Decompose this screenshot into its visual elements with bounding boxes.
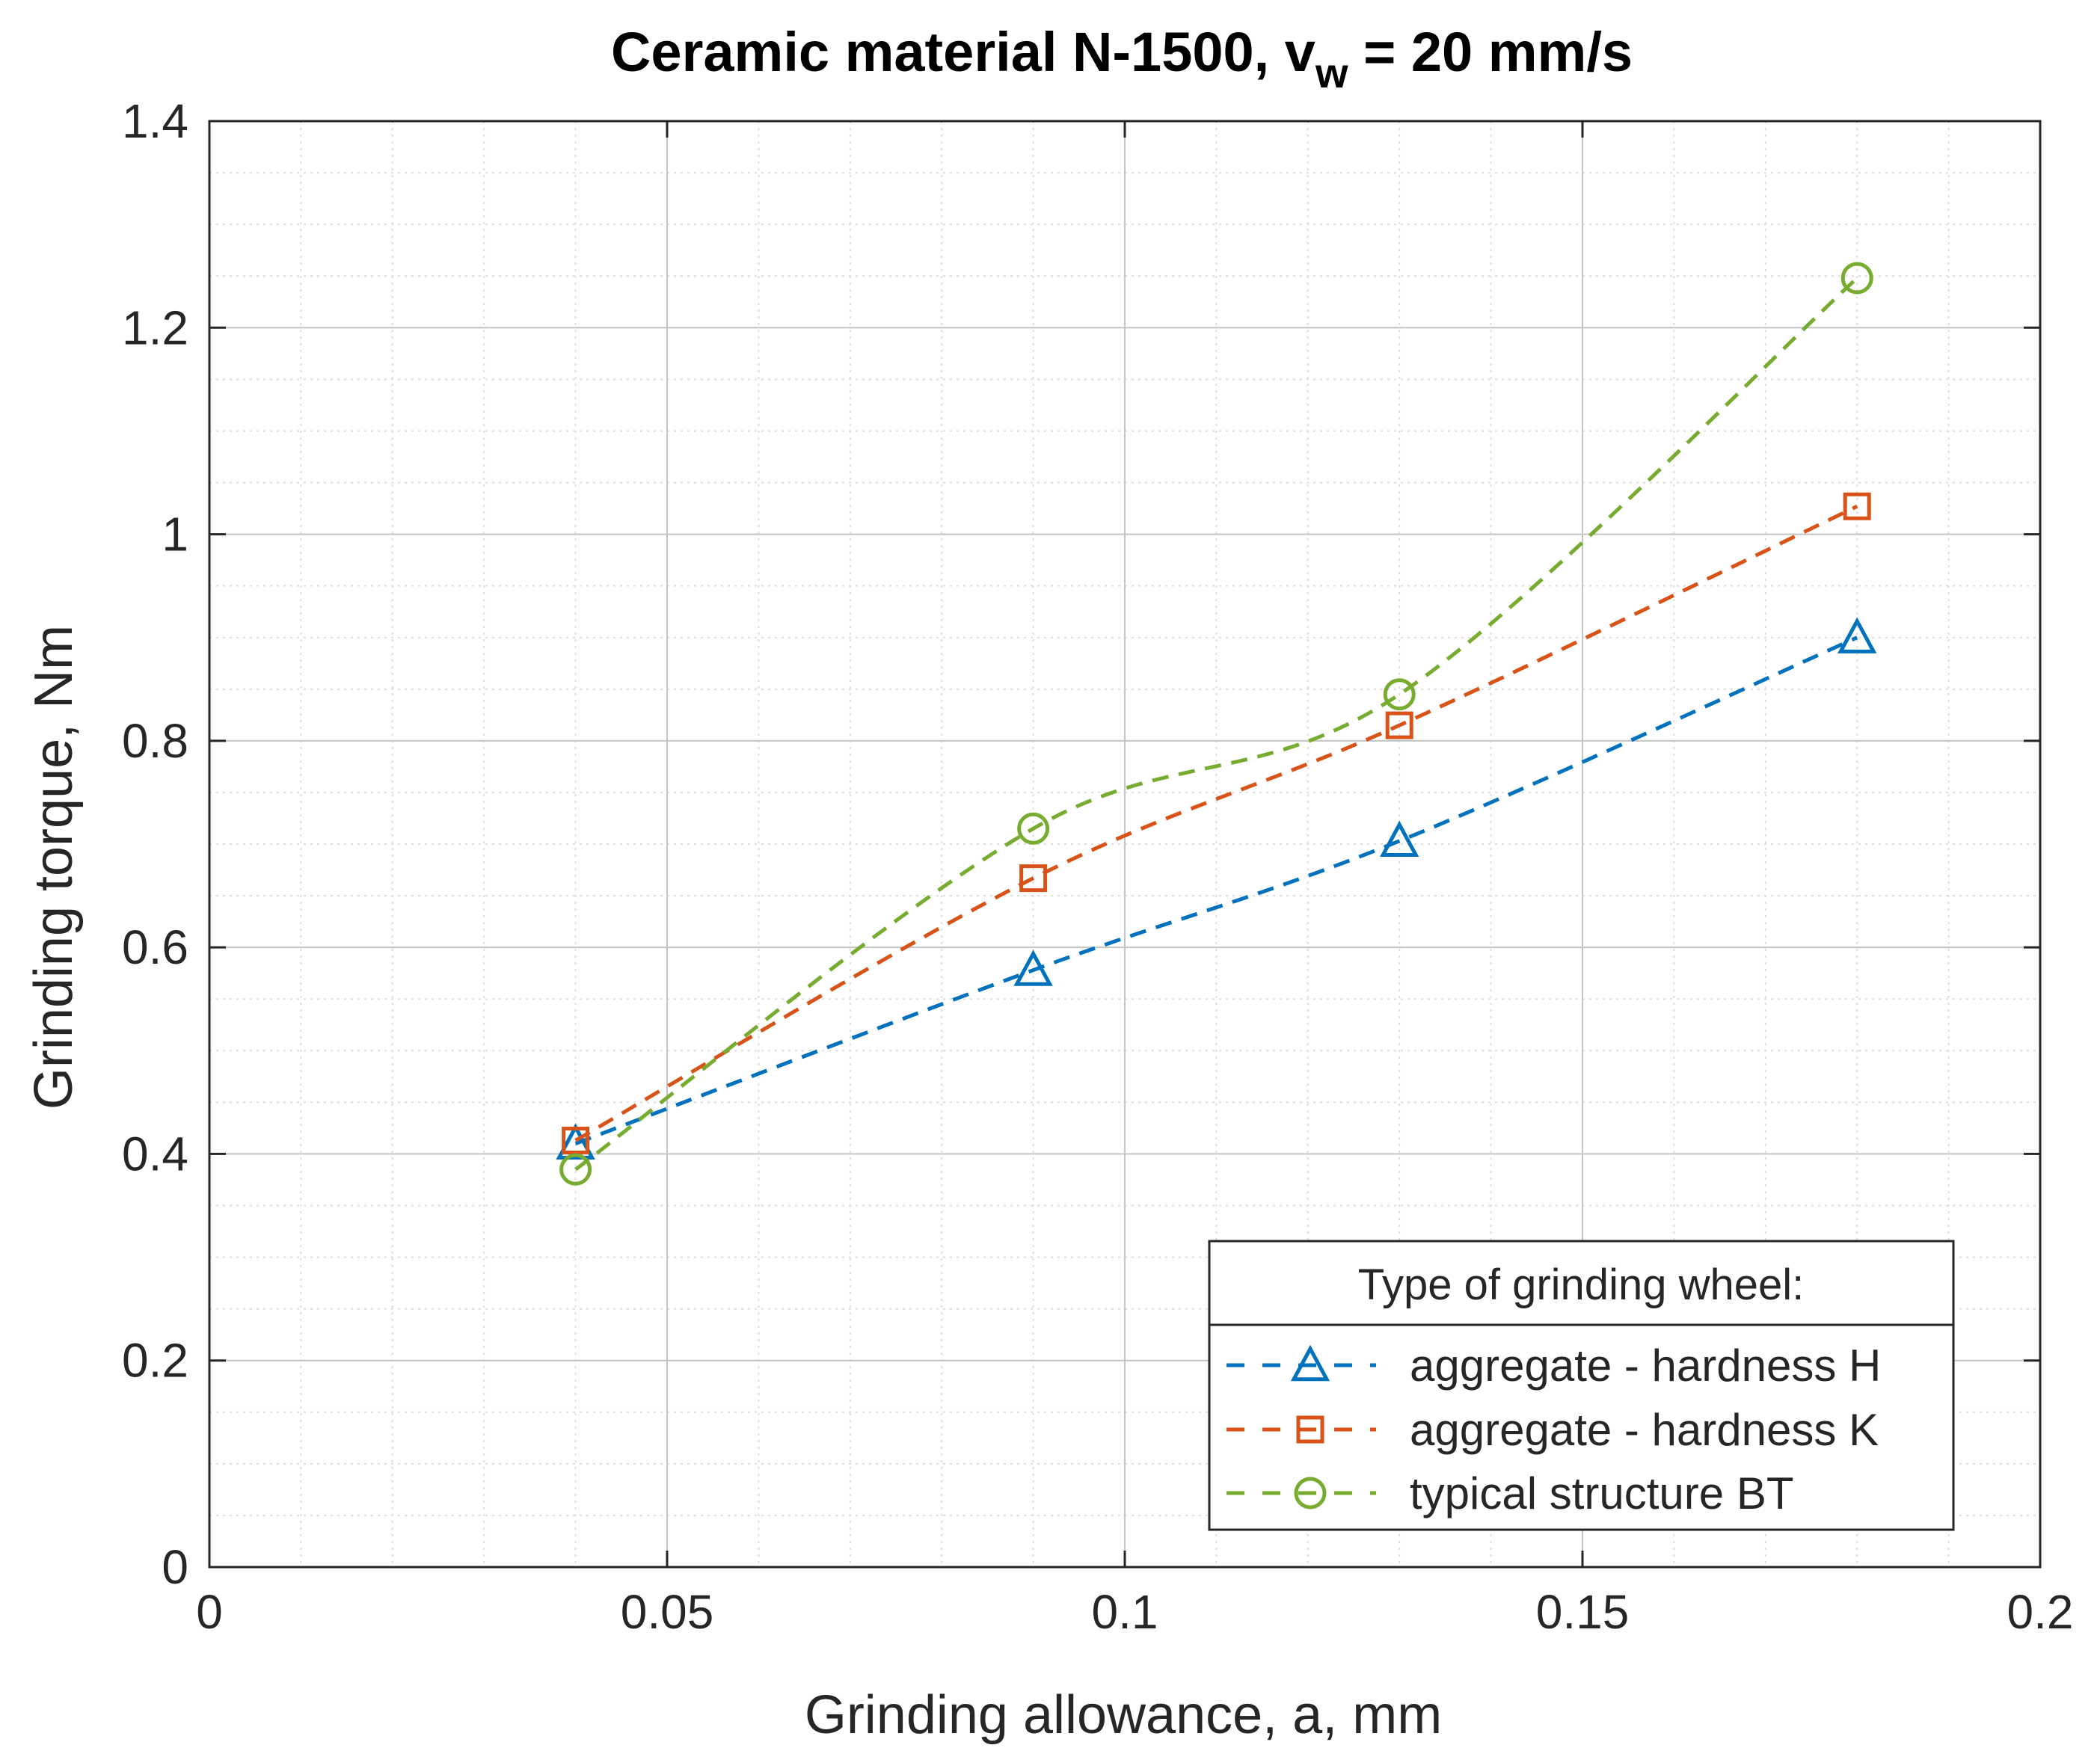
y-tick-label: 0 xyxy=(162,1540,188,1594)
legend-box xyxy=(1208,1240,1955,1531)
legend-label: typical structure BT xyxy=(1410,1468,1794,1518)
x-tick-label: 0.15 xyxy=(1536,1585,1630,1639)
series-line xyxy=(574,505,1858,1142)
legend-marker-triangle xyxy=(1290,1344,1330,1382)
legend-label: aggregate - hardness K xyxy=(1410,1405,1879,1455)
data-point-triangle xyxy=(1380,820,1419,858)
data-point-circle xyxy=(559,1153,592,1186)
y-axis-label: Grinding torque, Nm xyxy=(24,625,84,1110)
data-point-triangle xyxy=(1013,950,1053,986)
y-tick-label: 0.4 xyxy=(122,1127,188,1181)
series-line xyxy=(574,277,1858,1172)
axis-ticks xyxy=(208,120,2042,1569)
legend: Type of grinding wheel: aggregate - hard… xyxy=(1208,1240,1955,1531)
x-tick-label: 0.05 xyxy=(621,1585,714,1639)
legend-title: Type of grinding wheel: xyxy=(1358,1261,1804,1309)
series-line xyxy=(574,636,1858,1145)
legend-marker-square xyxy=(1296,1415,1324,1444)
legend-entries: aggregate - hardness H aggregate - hardne… xyxy=(1226,1341,1881,1518)
data-point-square xyxy=(1019,864,1048,893)
data-point-triangle xyxy=(556,1123,595,1160)
series-1 xyxy=(556,617,1877,1160)
x-axis-label: Grinding allowance, a, mm xyxy=(805,1685,1442,1745)
series-2 xyxy=(562,492,1871,1154)
y-tick-label: 1.2 xyxy=(122,301,188,354)
y-tick-label: 1 xyxy=(162,508,188,561)
data-point-circle xyxy=(1017,812,1050,845)
series-3 xyxy=(559,262,1873,1186)
data-point-circle xyxy=(1383,678,1416,711)
data-point-square xyxy=(1385,711,1413,739)
tick-labels: 0 0.05 0.1 0.15 0.2 0 0.2 0.4 0.6 0.8 1 1.2 1.4 xyxy=(122,94,2073,1639)
data-point-square xyxy=(1843,492,1871,520)
chart-title: Ceramic material N-1500, vw = 20 mm/s xyxy=(611,21,1633,96)
y-tick-label: 0.8 xyxy=(122,714,188,768)
y-tick-label: 1.4 xyxy=(122,94,188,148)
legend-label: aggregate - hardness H xyxy=(1410,1341,1881,1391)
legend-marker-circle xyxy=(1294,1477,1327,1510)
y-tick-label: 0.2 xyxy=(122,1334,188,1388)
data-point-square xyxy=(562,1126,590,1154)
data-point-circle xyxy=(1840,262,1873,295)
x-tick-label: 0 xyxy=(196,1585,223,1639)
x-tick-label: 0.1 xyxy=(1092,1585,1158,1639)
data-point-triangle xyxy=(1838,617,1877,653)
y-tick-label: 0.6 xyxy=(122,920,188,974)
series-layer xyxy=(556,262,1877,1186)
x-tick-label: 0.2 xyxy=(2007,1585,2074,1639)
